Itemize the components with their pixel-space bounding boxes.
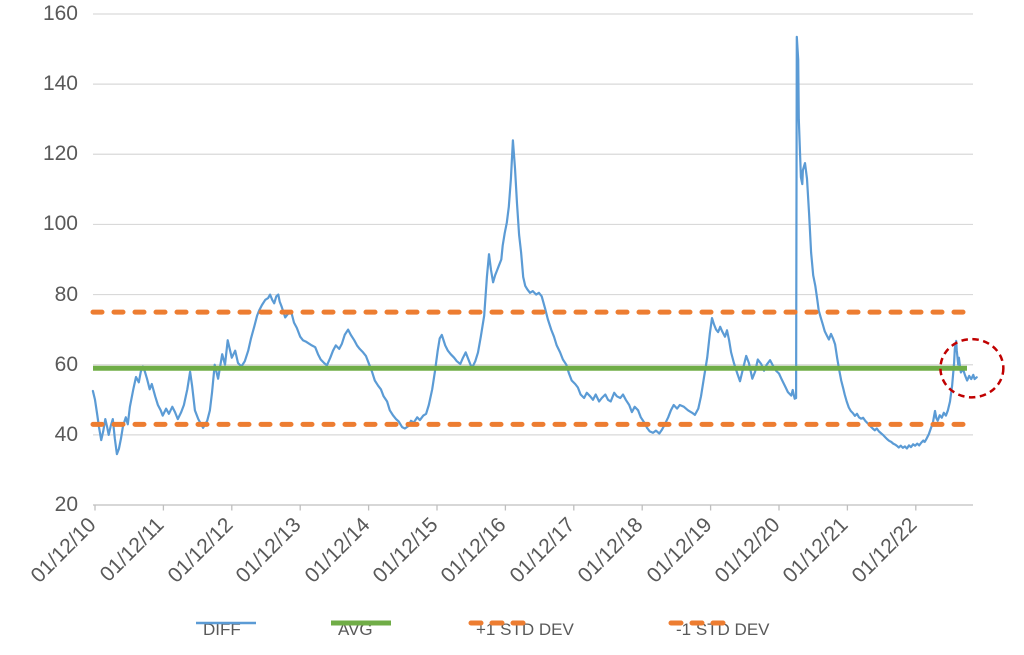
x-axis-tick-marks bbox=[94, 505, 917, 511]
legend-item-diff: DIFF bbox=[195, 619, 256, 641]
minus-std-dashed-swatch-icon bbox=[668, 620, 728, 626]
y-axis-label-60: 60 bbox=[54, 352, 78, 376]
plus-std-dashed-swatch-icon bbox=[468, 620, 528, 626]
y-axis-label-140: 140 bbox=[42, 72, 78, 96]
legend: DIFF AVG +1 STD DEV -1 STD DEV bbox=[0, 619, 1024, 645]
legend-item-plus-std: +1 STD DEV bbox=[468, 619, 574, 641]
diff-series-line bbox=[91, 35, 978, 456]
y-axis-label-120: 120 bbox=[42, 142, 78, 166]
legend-item-avg: AVG bbox=[330, 619, 391, 641]
gridlines bbox=[93, 13, 973, 436]
highlight-circle-annotation bbox=[939, 337, 1005, 399]
y-axis-label-20: 20 bbox=[54, 493, 78, 516]
legend-item-minus-std: -1 STD DEV bbox=[668, 619, 770, 641]
avg-line-swatch-icon bbox=[331, 620, 391, 626]
y-axis-label-40: 40 bbox=[54, 422, 78, 446]
diff-line-swatch-icon bbox=[196, 621, 256, 625]
y-axis-label-80: 80 bbox=[54, 282, 78, 306]
legend-label-diff: DIFF bbox=[203, 620, 241, 639]
y-axis-label-100: 100 bbox=[42, 212, 78, 236]
y-axis-label-160: 160 bbox=[42, 2, 78, 25]
